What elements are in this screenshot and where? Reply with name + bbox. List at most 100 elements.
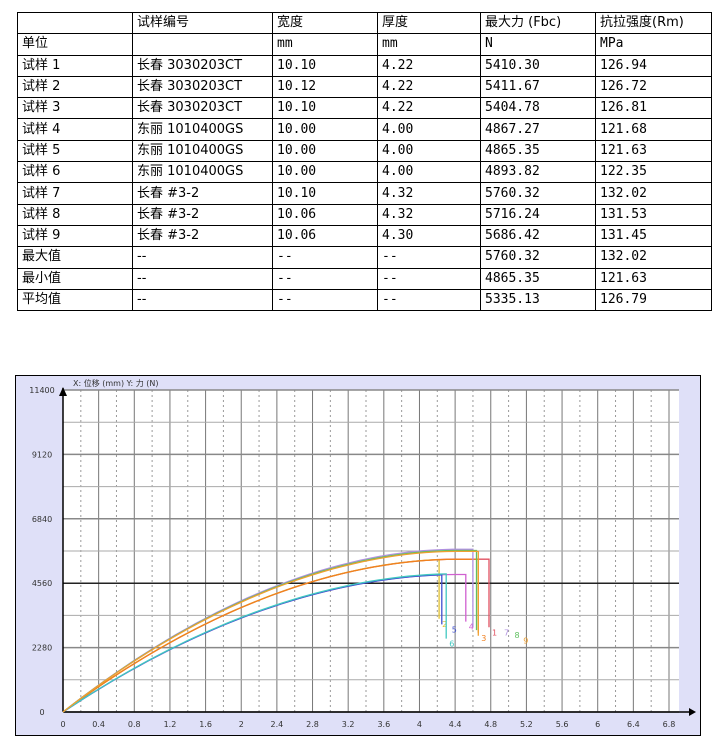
series-label: 3 [481,634,486,643]
x-tick-label: 6.8 [663,720,676,729]
table-cell: 试样 6 [17,161,133,184]
series-label: 2 [442,620,447,629]
series-line-9 [62,550,479,713]
table-cell: -- [272,267,378,290]
x-axis-arrow-icon [689,708,696,716]
x-tick-label: 2.4 [271,720,284,729]
table-row: 试样 7 长春 #3-2 10.10 4.32 5760.32 132.02 [17,182,712,205]
table-cell: 试样编号 [132,11,273,35]
y-tick-label: 6840 [32,515,52,524]
table-cell: 131.53 [595,203,712,226]
table-cell: -- [377,246,481,269]
table-cell [17,11,133,35]
table-cell: 厚度 [377,11,481,35]
table-cell: 东丽 1010400GS [132,118,273,141]
table-cell: 10.00 [272,161,378,184]
series-line-6 [62,573,447,713]
table-cell: 4.22 [377,75,481,99]
x-tick-label: 4.8 [484,720,497,729]
table-cell: -- [132,246,273,269]
table-cell: 最小值 [17,267,133,290]
table-cell: 4.32 [377,182,481,205]
table-row: 试样 1 长春 3030203CT 10.10 4.22 5410.30 126.94 [17,54,712,77]
x-tick-label: 4 [417,720,422,729]
x-tick-label: 5.6 [556,720,569,729]
table-cell: 长春 3030203CT [132,54,273,77]
table-cell: 4.22 [377,97,481,120]
x-tick-label: 5.2 [520,720,533,729]
table-cell: 5760.32 [480,182,596,205]
table-cell: 最大值 [17,246,133,269]
table-cell: 10.10 [272,97,378,120]
table-cell [132,33,273,56]
table-row: 最小值 -- -- -- 4865.35 121.63 [17,267,712,290]
table-cell: 5410.30 [480,54,596,77]
table-cell: 试样 3 [17,97,133,120]
table-cell: -- [132,267,273,290]
table-cell: 试样 4 [17,118,133,141]
series-label: 4 [469,623,474,632]
table-cell: 试样 8 [17,203,133,226]
table-cell: 5404.78 [480,97,596,120]
x-tick-label: 2.8 [306,720,319,729]
force-displacement-chart: 0 0.4 0.8 1.2 1.6 2 2.4 2.8 3.2 3.6 4 4.4 4.8 5.2 5.6 6… [15,375,701,736]
table-cell: -- [377,267,481,290]
table-row: 试样 5 东丽 1010400GS 10.00 4.00 4865.35 121.63 [17,139,712,163]
table-row: 试样 2 长春 3030203CT 10.12 4.22 5411.67 126.72 [17,75,712,99]
table-cell: 126.72 [595,75,712,99]
table-cell: -- [272,246,378,269]
series-label: 7 [504,628,509,637]
table-cell: 126.94 [595,54,712,77]
y-tick-label: 11400 [29,386,54,395]
table-cell: 132.02 [595,182,712,205]
table-cell: 宽度 [272,11,378,35]
x-tick-label: 2 [239,720,244,729]
table-cell: 试样 2 [17,75,133,99]
x-tick-label: 1.6 [199,720,212,729]
table-cell: 5335.13 [480,288,596,312]
chart-title: X: 位移 (mm) Y: 力 (N) [73,378,158,388]
series-label: 6 [449,640,454,649]
table-cell: 长春 #3-2 [132,203,273,226]
table-cell: 4865.35 [480,139,596,163]
series-line-3 [62,558,479,713]
table-row: 试样 6 东丽 1010400GS 10.00 4.00 4893.82 122.35 [17,161,712,184]
table-cell: 试样 5 [17,139,133,163]
table-cell: 试样 1 [17,54,133,77]
table-cell: 长春 #3-2 [132,182,273,205]
x-tick-label: 1.2 [164,720,177,729]
table-cell: 5686.42 [480,224,596,248]
table-cell: mm [377,33,481,56]
table-cell: 试样 9 [17,224,133,248]
table-cell: 长春 3030203CT [132,97,273,120]
x-tick-label: 6.4 [627,720,640,729]
table-cell: 长春 #3-2 [132,224,273,248]
table-units-row: 单位 mm mm N MPa [17,33,712,56]
table-row: 试样 4 东丽 1010400GS 10.00 4.00 4867.27 121.68 [17,118,712,141]
series-label: 1 [492,628,497,637]
x-tick-label: 0.4 [92,720,105,729]
table-row: 试样 9 长春 #3-2 10.06 4.30 5686.42 131.45 [17,224,712,248]
table-cell: 4.22 [377,54,481,77]
table-row: 试样 8 长春 #3-2 10.06 4.32 5716.24 131.53 [17,203,712,226]
table-cell: 东丽 1010400GS [132,139,273,163]
table-cell: 抗拉强度(Rm) [595,11,712,35]
table-cell: 121.63 [595,139,712,163]
table-cell: -- [132,288,273,312]
y-tick-label: 2280 [32,644,52,653]
table-cell: 10.10 [272,182,378,205]
table-cell: 4867.27 [480,118,596,141]
x-tick-label: 3.2 [342,720,355,729]
chart-svg: 0 0.4 0.8 1.2 1.6 2 2.4 2.8 3.2 3.6 4 4.4 4.8 5.2 5.6 6… [29,378,696,729]
table-cell: MPa [595,33,712,56]
table-cell: 4.00 [377,161,481,184]
table-cell: 4.32 [377,203,481,226]
table-cell: 10.10 [272,54,378,77]
x-tick-label: 0 [60,720,65,729]
table-cell: 4.00 [377,118,481,141]
table-cell: 10.06 [272,224,378,248]
table-cell: 132.02 [595,246,712,269]
table-cell: -- [377,288,481,312]
table-row: 平均值 -- -- -- 5335.13 126.79 [17,288,712,312]
table-cell: mm [272,33,378,56]
